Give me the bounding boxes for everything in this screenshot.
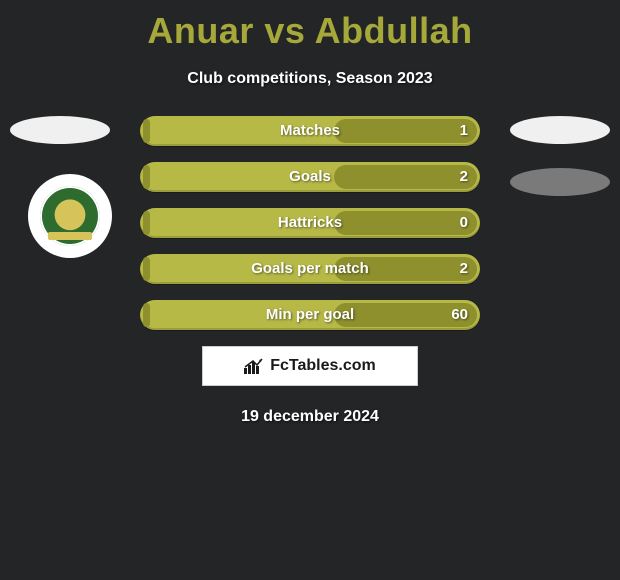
stat-row: 60Min per goal xyxy=(140,300,480,330)
stat-row: 1Matches xyxy=(140,116,480,146)
stat-row: 2Goals per match xyxy=(140,254,480,284)
club-right-placeholder xyxy=(510,168,610,196)
stat-row: 0Hattricks xyxy=(140,208,480,238)
brand-text: FcTables.com xyxy=(270,357,376,375)
player-left-placeholder xyxy=(10,116,110,144)
date-text: 19 december 2024 xyxy=(0,408,620,426)
page-title: Anuar vs Abdullah xyxy=(0,0,620,52)
stat-label: Hattricks xyxy=(140,208,480,238)
page-subtitle: Club competitions, Season 2023 xyxy=(0,70,620,88)
fctables-icon xyxy=(244,358,264,374)
stat-label: Goals xyxy=(140,162,480,192)
comparison-panel: 1Matches 2Goals 0Hattricks 2Goals per match… xyxy=(0,116,620,426)
stat-row: 2Goals xyxy=(140,162,480,192)
club-left-badge xyxy=(28,174,112,258)
stat-label: Goals per match xyxy=(140,254,480,284)
stat-bars: 1Matches 2Goals 0Hattricks 2Goals per match… xyxy=(140,116,480,330)
stat-label: Min per goal xyxy=(140,300,480,330)
player-right-placeholder xyxy=(510,116,610,144)
brand-card[interactable]: FcTables.com xyxy=(202,346,418,386)
stat-label: Matches xyxy=(140,116,480,146)
